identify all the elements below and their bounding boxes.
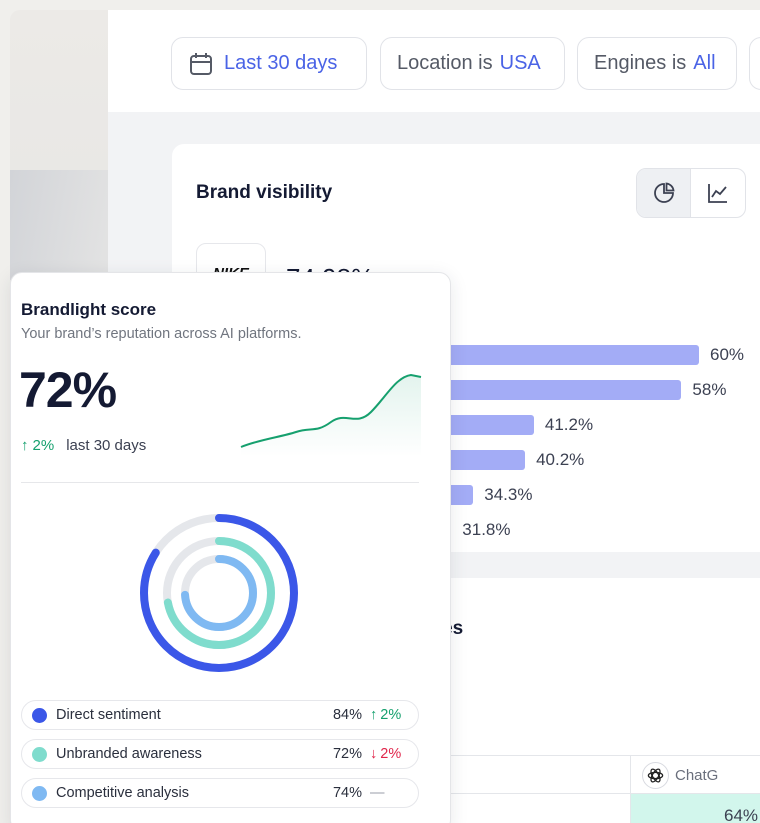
ring-arc	[163, 537, 275, 649]
legend-value: 74%	[332, 785, 362, 801]
bar-value-label: 58%	[692, 380, 727, 399]
engines-filter[interactable]: Engines is All	[577, 37, 737, 90]
legend-value: 72%	[332, 746, 362, 762]
location-filter-value: USA	[499, 52, 541, 74]
bar-value-label: 31.8%	[462, 520, 511, 539]
more-filter-chip[interactable]	[749, 37, 760, 90]
line-view-button[interactable]	[691, 169, 745, 217]
legend-change-value: 2%	[380, 707, 402, 723]
legend-change: ↑ 2%	[370, 707, 408, 723]
bar-value-label: 40.2%	[536, 450, 585, 469]
engines-filter-value: All	[693, 52, 716, 74]
score-value: 72%	[19, 362, 117, 418]
legend-dot	[32, 785, 47, 801]
line-chart-icon	[708, 184, 727, 203]
bar-value-label: 34.3%	[484, 485, 533, 504]
legend-change-value: 2%	[380, 746, 402, 762]
legend-row[interactable]: Unbranded awareness 72% ↓ 2%	[21, 739, 419, 769]
score-ring-chart	[140, 514, 298, 672]
dash-icon: —	[370, 785, 385, 801]
score-delta-label: last 30 days	[66, 437, 147, 454]
table-column-divider	[630, 755, 631, 823]
score-title: Brandlight score	[21, 300, 157, 319]
ring-arc	[140, 514, 298, 672]
brandlight-score-card: Brandlight score Your brand’s reputation…	[10, 272, 451, 823]
legend-value: 84%	[332, 707, 362, 723]
chart-type-toggle	[636, 168, 746, 218]
ring-arc	[181, 555, 257, 631]
date-range-label: Last 30 days	[224, 52, 338, 74]
legend-change: ↓ 2%	[370, 746, 408, 762]
bar-value-label: 41.2%	[544, 415, 594, 434]
chatgpt-cell-value: 64%	[724, 806, 759, 823]
legend-dot	[32, 746, 47, 762]
filter-bar: Last 30 days Location is USA Engines is …	[108, 10, 760, 112]
chatgpt-cell	[631, 794, 760, 823]
sparkline-line	[240, 373, 422, 448]
score-divider	[21, 482, 419, 483]
location-filter-prefix: Location is	[397, 52, 493, 74]
legend-dot	[32, 707, 47, 723]
score-sparkline	[240, 373, 422, 457]
pie-view-button[interactable]	[637, 169, 692, 217]
location-filter[interactable]: Location is USA	[380, 37, 565, 90]
chatgpt-icon	[642, 761, 669, 789]
legend-change: —	[370, 785, 408, 801]
table-divider	[172, 755, 760, 756]
arrow-up-icon: ↑	[370, 707, 378, 723]
calendar-icon	[190, 52, 212, 75]
chatgpt-column-label: ChatG	[675, 766, 719, 784]
pie-chart-icon	[653, 182, 675, 203]
date-range-filter[interactable]: Last 30 days	[171, 37, 367, 90]
table-divider	[172, 793, 760, 794]
background-sidebar-shade	[10, 170, 108, 280]
engines-filter-prefix: Engines is	[594, 52, 687, 74]
score-subtitle: Your brand’s reputation across AI platfo…	[21, 326, 302, 342]
legend-name: Unbranded awareness	[56, 746, 202, 762]
dashboard-window: Last 30 days Location is USA Engines is …	[108, 10, 760, 823]
bar-value-label: 60%	[710, 345, 745, 364]
score-delta: ↑ 2% last 30 days	[21, 437, 146, 454]
arrow-down-icon: ↓	[370, 746, 378, 762]
sparkline-fill	[241, 375, 421, 457]
legend-row[interactable]: Direct sentiment 84% ↑ 2%	[21, 700, 419, 730]
brand-visibility-title: Brand visibility	[196, 182, 333, 203]
legend-row[interactable]: Competitive analysis 74% —	[21, 778, 419, 808]
score-delta-value: 2%	[32, 437, 55, 454]
legend-name: Competitive analysis	[56, 785, 189, 801]
arrow-up-icon: ↑	[21, 437, 29, 454]
chatgpt-column-header[interactable]: ChatG	[642, 758, 718, 792]
legend-name: Direct sentiment	[56, 707, 161, 723]
